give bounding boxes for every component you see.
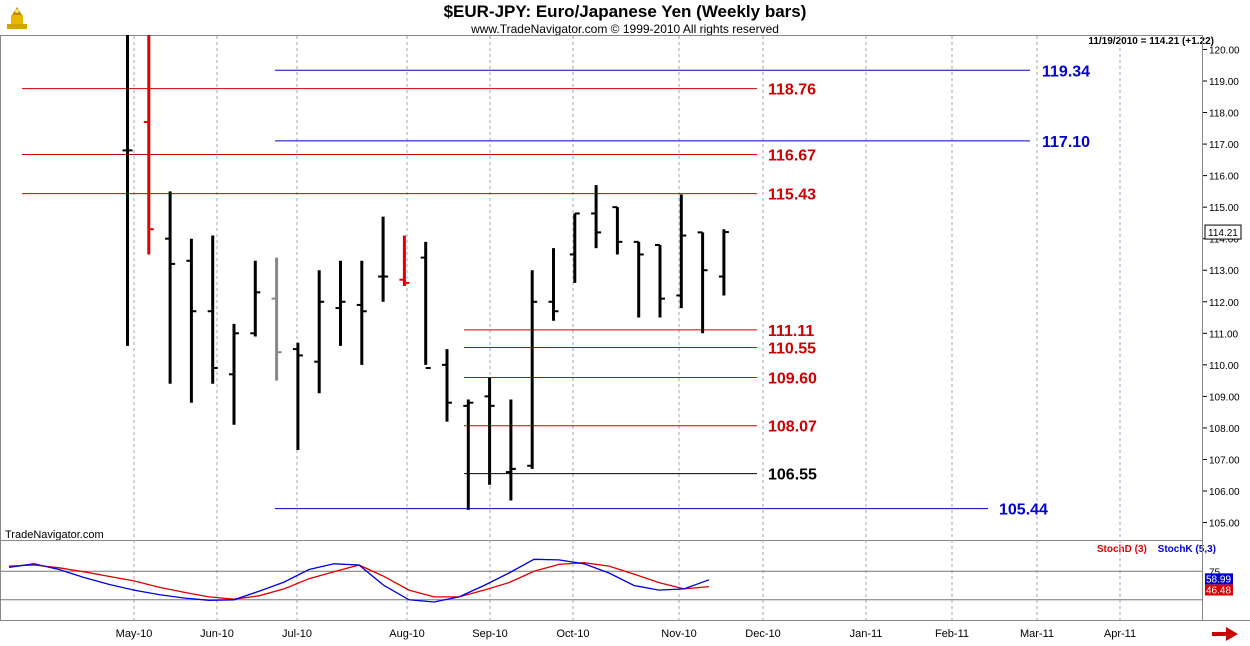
legend-stochd: StochD (3) xyxy=(1096,544,1147,555)
ohlc-bar xyxy=(655,244,665,318)
month-label: Mar-11 xyxy=(1020,628,1054,640)
month-label: Jun-10 xyxy=(200,628,234,640)
y-tick-label: 115.00 xyxy=(1209,203,1239,214)
ohlc-bar xyxy=(612,206,623,255)
y-tick-label: 107.00 xyxy=(1209,455,1240,466)
y-tick-label: 111.00 xyxy=(1209,329,1239,340)
month-label: Feb-11 xyxy=(935,628,969,640)
price-panel-frame xyxy=(0,35,1203,541)
ohlc-bar xyxy=(442,349,452,422)
month-label: Sep-10 xyxy=(472,628,507,640)
last-price-label: 114.21 xyxy=(1208,228,1238,239)
level-label: 105.44 xyxy=(999,502,1048,519)
ohlc-bar xyxy=(122,35,133,346)
last-price-info: 11/19/2010 = 114.21 (+1.22) xyxy=(1088,36,1214,47)
y-tick-label: 116.00 xyxy=(1209,172,1239,183)
ohlc-bar xyxy=(548,248,559,321)
level-label: 119.34 xyxy=(1042,63,1090,80)
source-label: TradeNavigator.com xyxy=(5,529,104,541)
stochk-line xyxy=(8,558,710,603)
level-label: 116.67 xyxy=(768,147,816,164)
stochk-value-box xyxy=(1205,573,1233,585)
month-label: Nov-10 xyxy=(661,628,696,640)
ohlc-bar xyxy=(314,270,325,394)
ohlc-bar xyxy=(591,185,602,249)
level-label: 106.55 xyxy=(768,467,817,484)
ohlc-bar xyxy=(527,270,538,469)
level-label: 117.10 xyxy=(1042,134,1090,151)
chart-title: $EUR-JPY: Euro/Japanese Yen (Weekly bars… xyxy=(443,2,807,21)
y-tick-label: 117.00 xyxy=(1209,140,1239,151)
ohlc-bar xyxy=(292,342,303,450)
month-label: Jan-11 xyxy=(850,628,883,640)
stochd-value-box xyxy=(1205,584,1233,596)
y-tick-label: 114.00 xyxy=(1209,235,1239,246)
oscillator-panel-frame xyxy=(0,540,1203,621)
ohlc-bar xyxy=(420,241,431,369)
ohlc-bar xyxy=(399,235,410,286)
ohlc-bar xyxy=(697,231,708,334)
ohlc-bar xyxy=(463,399,474,510)
y-tick-label: 109.00 xyxy=(1209,392,1240,403)
month-label: Apr-11 xyxy=(1104,628,1136,640)
level-label: 109.60 xyxy=(768,370,817,387)
trade-navigator-logo xyxy=(4,5,30,36)
ohlc-bar xyxy=(229,323,239,425)
y-tick-label: 106.00 xyxy=(1209,487,1240,498)
y-tick-label: 108.00 xyxy=(1209,424,1240,435)
stochd-line xyxy=(8,562,710,600)
level-label: 115.43 xyxy=(768,187,816,204)
ohlc-bar xyxy=(165,191,176,384)
ohlc-bar xyxy=(186,238,197,403)
stochastic-legend: StochD (3) StochK (5,3) xyxy=(1089,544,1216,555)
month-label: Aug-10 xyxy=(389,628,424,640)
stoch-tick-label: 75 xyxy=(1209,567,1221,578)
ohlc-bar xyxy=(271,257,282,381)
ohlc-bar xyxy=(250,260,261,337)
ohlc-bar xyxy=(207,235,218,384)
y-tick-label: 118.00 xyxy=(1209,109,1239,120)
ohlc-bar xyxy=(505,399,516,501)
y-tick-label: 105.00 xyxy=(1209,519,1240,530)
ohlc-bar xyxy=(633,240,644,318)
month-label: Oct-10 xyxy=(556,628,589,640)
ohlc-bar xyxy=(718,229,729,296)
y-tick-label: 110.00 xyxy=(1209,361,1239,372)
ohlc-bar xyxy=(484,377,495,485)
level-label: 118.76 xyxy=(768,82,816,99)
level-label: 110.55 xyxy=(768,341,816,358)
last-price-box xyxy=(1204,224,1242,240)
ohlc-bar xyxy=(569,212,580,283)
scroll-right-arrow-icon[interactable] xyxy=(1212,627,1238,646)
level-label: 111.11 xyxy=(768,323,814,340)
ohlc-bar xyxy=(356,260,367,365)
level-label: 108.07 xyxy=(768,419,817,436)
ohlc-bar xyxy=(143,35,154,255)
ohlc-bar xyxy=(335,260,346,346)
y-tick-label: 113.00 xyxy=(1209,266,1239,277)
y-tick-label: 120.00 xyxy=(1209,45,1240,56)
stochk-value-label: 58.99 xyxy=(1206,574,1231,585)
ohlc-bar xyxy=(378,216,389,302)
month-label: Jul-10 xyxy=(282,628,312,640)
chart-subtitle: www.TradeNavigator.com © 1999-2010 All r… xyxy=(471,22,779,36)
y-tick-label: 112.00 xyxy=(1209,298,1239,309)
stochd-value-label: 46.48 xyxy=(1206,586,1231,597)
legend-stochk: StochK (5,3) xyxy=(1157,544,1216,555)
month-label: May-10 xyxy=(116,628,153,640)
ohlc-bar xyxy=(676,194,687,309)
y-tick-label: 119.00 xyxy=(1209,77,1239,88)
month-label: Dec-10 xyxy=(745,628,780,640)
